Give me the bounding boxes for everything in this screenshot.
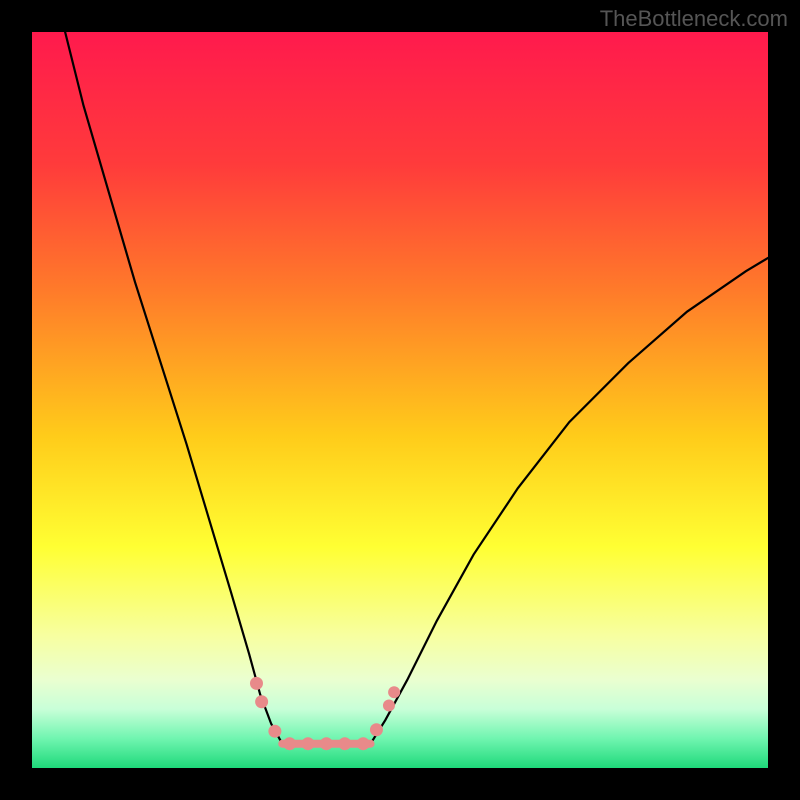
watermark-text: TheBottleneck.com [600,6,788,32]
marker-1 [255,695,268,708]
gradient-background [32,32,768,768]
marker-2 [268,725,281,738]
marker-8 [370,723,383,736]
marker-0 [250,677,263,690]
marker-4 [302,737,315,750]
marker-3 [283,737,296,750]
marker-7 [357,737,370,750]
marker-9 [383,699,395,711]
marker-6 [338,737,351,750]
marker-5 [320,737,333,750]
marker-10 [388,686,400,698]
chart-svg [32,32,768,768]
plot-area [32,32,768,768]
